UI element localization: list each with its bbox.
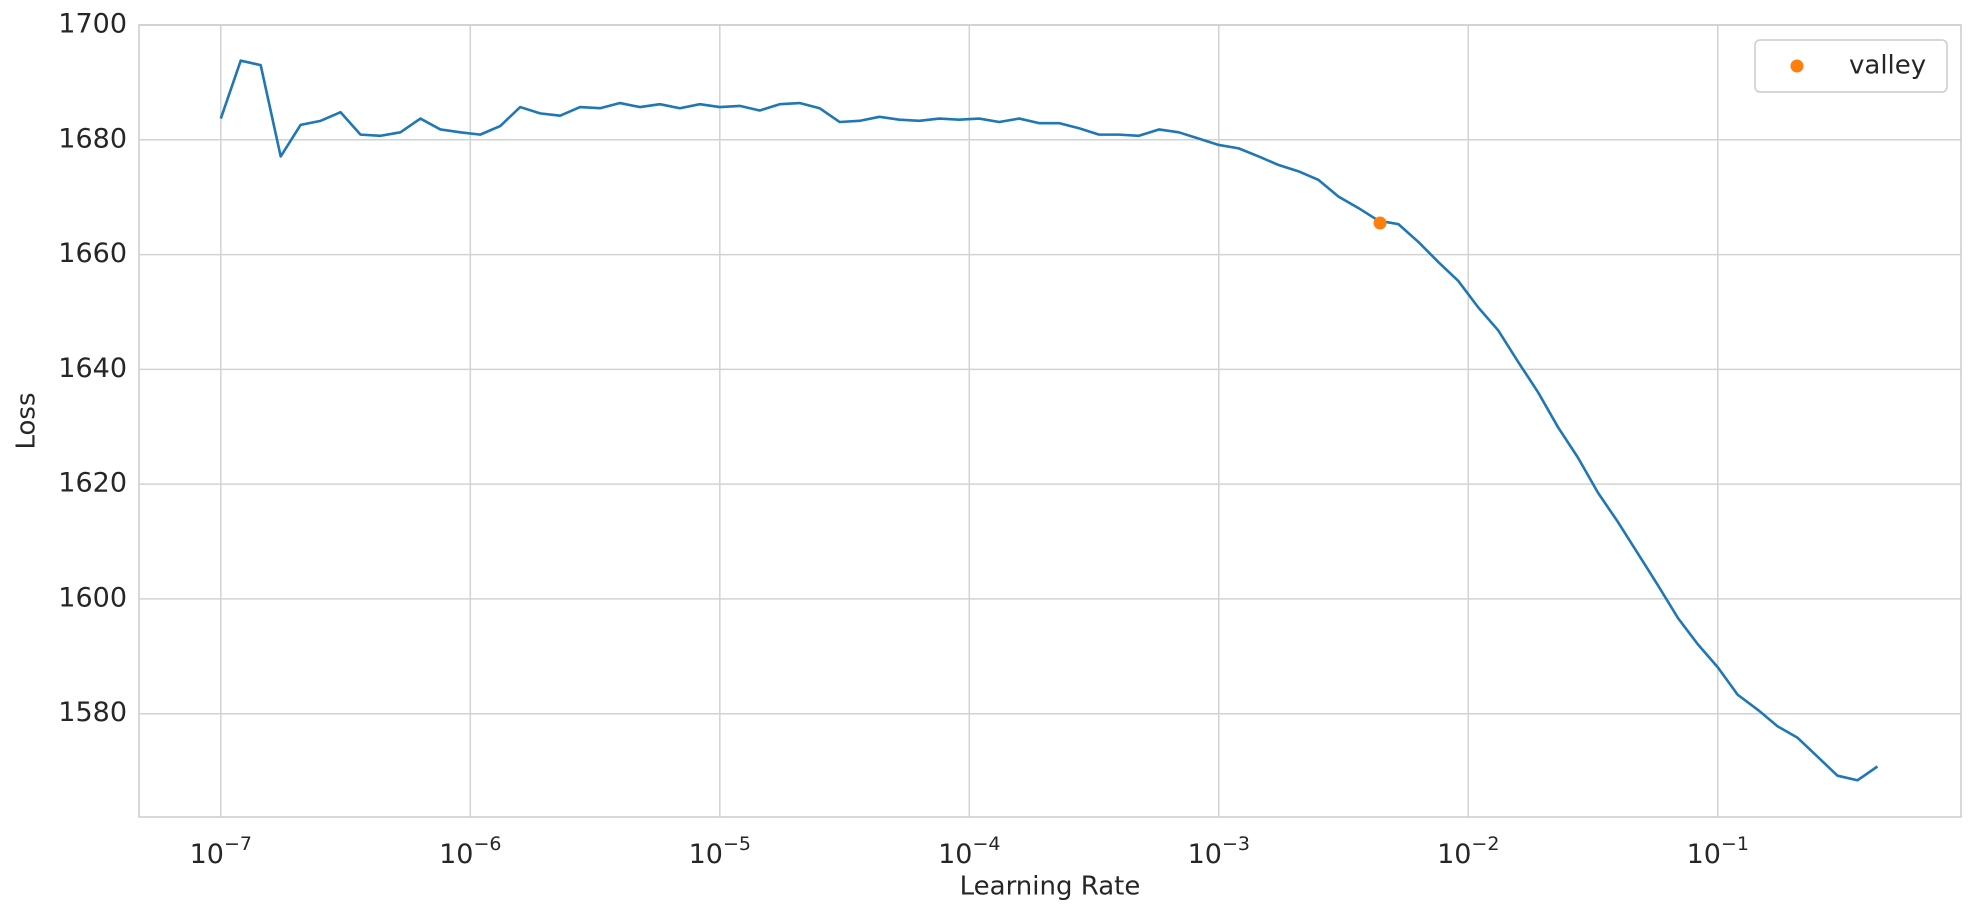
loss-line — [219, 59, 1879, 782]
x-tick-label: 10−3 — [1188, 833, 1250, 870]
legend-marker — [1790, 59, 1804, 73]
x-axis-label: Learning Rate — [960, 872, 1141, 902]
y-tick-label: 1580 — [58, 697, 127, 728]
x-tick-label: 10−6 — [439, 833, 501, 870]
y-tick-label: 1640 — [58, 353, 127, 384]
legend-label: valley — [1849, 51, 1926, 81]
y-tick-label: 1620 — [58, 468, 127, 499]
x-tick-label: 10−2 — [1437, 833, 1499, 870]
x-tick-label: 10−4 — [938, 833, 1000, 870]
legend-box — [1754, 39, 1948, 93]
valley-point — [1373, 216, 1387, 230]
plot-frame — [138, 24, 1962, 818]
x-tick-label: 10−1 — [1687, 833, 1749, 870]
y-tick-label: 1600 — [58, 582, 127, 613]
y-tick-label: 1660 — [58, 238, 127, 269]
y-tick-label: 1700 — [58, 9, 127, 40]
y-tick-label: 1680 — [58, 123, 127, 154]
y-axis-label: Loss — [12, 392, 42, 449]
x-tick-label: 10−5 — [689, 833, 751, 870]
x-tick-label: 10−7 — [190, 833, 252, 870]
